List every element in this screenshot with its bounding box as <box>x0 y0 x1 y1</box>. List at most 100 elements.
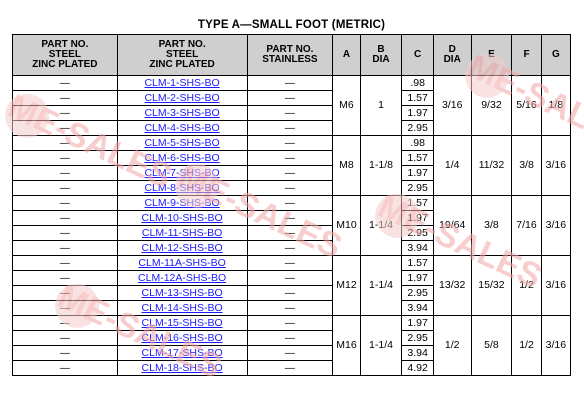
dim-g-cell: 3/16 <box>540 135 572 196</box>
part-number-link[interactable]: CLM-5-SHS-BO <box>144 136 220 149</box>
dim-c-cell: 2.95 <box>401 120 434 136</box>
part-number-link[interactable]: CLM-18-SHS-BO <box>141 361 223 374</box>
part-number-link[interactable]: CLM-6-SHS-BO <box>144 151 220 164</box>
col-header-d-dia: D DIA <box>432 34 472 76</box>
part-number-link[interactable]: CLM-14-SHS-BO <box>141 301 223 314</box>
header-row: PART NO. STEEL ZINC PLATED PART NO. STEE… <box>12 34 572 76</box>
dim-c-cell: 1.57 <box>401 150 434 166</box>
part-number-link[interactable]: CLM-8-SHS-BO <box>144 181 220 194</box>
header-line: D <box>448 44 456 55</box>
table-row: — CLM-6-SHS-BO — 1.57 <box>12 150 571 166</box>
table-body: — CLM-1-SHS-BO — M6 1.98 3/16 9/32 5/16 1/8— CLM-… <box>12 75 572 376</box>
part-number-link[interactable]: CLM-16-SHS-BO <box>141 331 223 344</box>
zinc-part-cell: CLM-15-SHS-BO <box>116 315 248 331</box>
header-line: DIA <box>443 54 461 65</box>
stainless-part-cell: — <box>246 105 334 121</box>
zinc-part-cell: CLM-9-SHS-BO <box>116 195 248 211</box>
dim-b-cell: 1-1/4 <box>359 195 403 256</box>
steel-part-cell: — <box>12 300 118 316</box>
zinc-part-cell: CLM-13-SHS-BO <box>116 285 248 301</box>
steel-part-cell: — <box>12 240 118 256</box>
steel-part-cell: — <box>12 165 118 181</box>
zinc-part-cell: CLM-14-SHS-BO <box>116 300 248 316</box>
table-row: — CLM-5-SHS-BO — M8 1-1/8.98 1/4 11/32 3/8 3/16 <box>12 135 572 196</box>
table-row: — CLM-11A-SHS-BO — M12 1-1/4 1.57 13/32 15/32 1/… <box>12 255 572 316</box>
stainless-part-cell: — <box>246 150 334 166</box>
table-row: — CLM-10-SHS-BO — 1.97 <box>12 210 571 226</box>
part-number-link[interactable]: CLM-4-SHS-BO <box>144 121 220 134</box>
col-header-b-dia: B DIA <box>359 34 403 76</box>
header-line: STAINLESS <box>262 54 318 65</box>
table-row: — CLM-17-SHS-BO — 3.94 <box>12 345 571 361</box>
stainless-part-cell: — <box>246 195 334 211</box>
dim-f-cell: 1/2 <box>511 255 542 316</box>
steel-part-cell: — <box>12 330 118 346</box>
spec-table: PART NO. STEEL ZINC PLATED PART NO. STEE… <box>12 34 572 376</box>
zinc-part-cell: CLM-7-SHS-BO <box>116 165 248 181</box>
dim-c-cell: 3.94 <box>401 345 434 361</box>
stainless-part-cell: — <box>246 120 334 136</box>
dim-d-cell: 1/4 <box>432 135 472 196</box>
table-row: — CLM-14-SHS-BO — 3.94 <box>12 300 571 316</box>
dim-c-cell: 3.94 <box>401 300 434 316</box>
dim-c-cell: 2.95 <box>401 285 434 301</box>
part-number-link[interactable]: CLM-2-SHS-BO <box>144 91 220 104</box>
stainless-part-cell: — <box>246 225 334 241</box>
zinc-part-cell: CLM-6-SHS-BO <box>116 150 248 166</box>
zinc-part-cell: CLM-12-SHS-BO <box>116 240 248 256</box>
dim-f-cell: 1/2 <box>511 315 542 376</box>
part-number-link[interactable]: CLM-10-SHS-BO <box>141 211 223 224</box>
dim-g-cell: 3/16 <box>540 255 572 316</box>
part-number-link[interactable]: CLM-9-SHS-BO <box>144 196 220 209</box>
header-line: B <box>377 44 385 55</box>
stainless-part-cell: — <box>246 285 334 301</box>
part-number-link[interactable]: CLM-11-SHS-BO <box>141 226 223 239</box>
zinc-part-cell: CLM-2-SHS-BO <box>116 90 248 106</box>
dim-d-cell: 13/32 <box>432 255 472 316</box>
steel-part-cell: — <box>12 255 118 271</box>
part-number-link[interactable]: CLM-15-SHS-BO <box>141 316 223 329</box>
header-line: STEEL <box>48 49 81 60</box>
stainless-part-cell: — <box>246 240 334 256</box>
steel-part-cell: — <box>12 75 118 91</box>
table-title: TYPE A—SMALL FOOT (METRIC) <box>197 19 386 31</box>
steel-part-cell: — <box>12 345 118 361</box>
dim-e-cell: 9/32 <box>470 75 513 136</box>
dim-a-cell: M6 <box>332 75 361 136</box>
table-row: — CLM-16-SHS-BO — 2.95 <box>12 330 571 346</box>
zinc-part-cell: CLM-1-SHS-BO <box>116 75 248 91</box>
zinc-part-cell: CLM-12A-SHS-BO <box>116 270 248 286</box>
dim-b-cell: 1-1/4 <box>359 315 403 376</box>
zinc-part-cell: CLM-11-SHS-BO <box>116 225 248 241</box>
dim-e-cell: 11/32 <box>470 135 513 196</box>
steel-part-cell: — <box>12 180 118 196</box>
header-line: PART NO. <box>266 44 314 55</box>
part-number-link[interactable]: CLM-17-SHS-BO <box>141 346 223 359</box>
dim-a-cell: M8 <box>332 135 361 196</box>
part-number-link[interactable]: CLM-12A-SHS-BO <box>138 271 227 284</box>
col-header-c: C <box>401 34 434 76</box>
steel-part-cell: — <box>12 315 118 331</box>
part-number-link[interactable]: CLM-1-SHS-BO <box>144 76 220 89</box>
zinc-part-cell: CLM-5-SHS-BO <box>116 135 248 151</box>
part-number-link[interactable]: CLM-7-SHS-BO <box>144 166 220 179</box>
part-number-link[interactable]: CLM-3-SHS-BO <box>144 106 220 119</box>
col-header-stainless: PART NO. STAINLESS <box>246 34 334 76</box>
dim-a-cell: M12 <box>332 255 361 316</box>
zinc-part-cell: CLM-10-SHS-BO <box>116 210 248 226</box>
header-line: ZINC PLATED <box>149 59 215 70</box>
stainless-part-cell: — <box>246 330 334 346</box>
stainless-part-cell: — <box>246 75 334 91</box>
dim-a-cell: M10 <box>332 195 361 256</box>
col-header-f: F <box>511 34 542 76</box>
part-number-link[interactable]: CLM-11A-SHS-BO <box>138 256 226 269</box>
part-number-link[interactable]: CLM-12-SHS-BO <box>141 241 223 254</box>
stainless-part-cell: — <box>246 255 334 271</box>
dim-g-cell: 1/8 <box>540 75 572 136</box>
steel-part-cell: — <box>12 135 118 151</box>
dim-c-cell: 1.57 <box>401 90 434 106</box>
steel-part-cell: — <box>12 150 118 166</box>
dim-e-cell: 15/32 <box>470 255 513 316</box>
part-number-link[interactable]: CLM-13-SHS-BO <box>141 286 223 299</box>
dim-g-cell: 3/16 <box>540 195 572 256</box>
